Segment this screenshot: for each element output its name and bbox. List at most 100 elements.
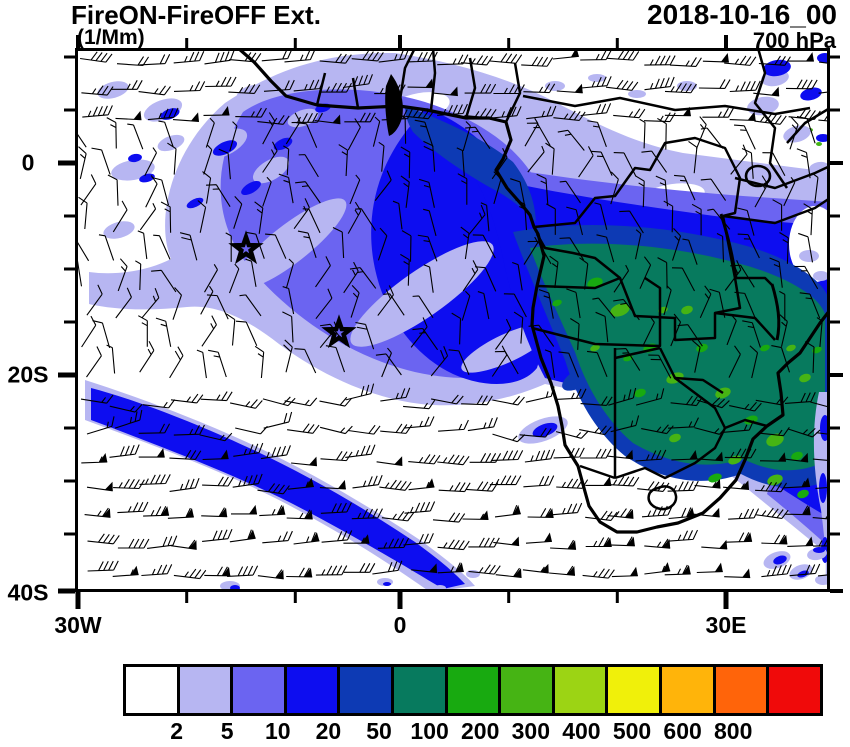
wind-barb: [754, 113, 787, 125]
wind-barb: [379, 479, 412, 491]
wind-barb: [468, 564, 501, 575]
wind-barb: [412, 295, 434, 318]
wind-barb: [430, 394, 464, 405]
wind-barb: [566, 288, 581, 319]
wind-barb: [418, 178, 435, 208]
wind-barb: [581, 76, 612, 89]
wind-barb: [372, 560, 403, 575]
wind-barb: [315, 565, 348, 576]
colorbar-label: 200: [461, 718, 500, 744]
wind-barb: [355, 321, 375, 350]
contour-region: [530, 243, 825, 471]
wind-barb: [566, 206, 584, 236]
wind-barb: [203, 144, 213, 175]
wind-barb: [239, 294, 262, 317]
colorbar-cell: [444, 664, 502, 716]
wind-barb: [80, 174, 97, 206]
wind-barb: [494, 350, 519, 375]
wind-barb: [355, 208, 376, 231]
wind-barb: [320, 450, 353, 462]
wind-barb: [769, 257, 783, 288]
figure-units: (1/Mm): [77, 26, 145, 49]
wind-barb: [761, 534, 788, 545]
wind-barb: [91, 147, 111, 175]
wind-barb: [403, 399, 436, 410]
wind-barb: [282, 311, 294, 343]
wind-barb: [406, 51, 438, 63]
wind-barb: [457, 173, 468, 205]
colorbar-cell: [605, 664, 662, 716]
wind-barb: [536, 173, 549, 205]
wind-barb: [231, 504, 257, 515]
wind-barb: [608, 536, 635, 547]
wind-barb: [286, 509, 313, 520]
wind-barb: [464, 83, 497, 94]
wind-barb: [551, 502, 583, 516]
colorbar-cell: [337, 664, 394, 716]
wind-barb: [594, 202, 608, 230]
wind-barb: [749, 345, 759, 379]
wind-barb: [657, 257, 668, 289]
wind-barb: [75, 125, 87, 148]
colorbar-label: 5: [220, 718, 234, 744]
wind-barb: [206, 294, 229, 320]
wind-barb: [700, 178, 727, 201]
wind-barb: [671, 450, 698, 461]
wind-barb: [553, 447, 585, 459]
wind-barb: [403, 416, 435, 429]
wind-barb: [173, 81, 206, 92]
wind-barb: [225, 232, 232, 262]
wind-barb: [153, 234, 171, 260]
wind-barb: [555, 430, 589, 439]
wind-barb: [285, 112, 301, 145]
wind-barb: [200, 391, 233, 402]
wind-barb: [408, 478, 435, 491]
colorbar-label: 100: [410, 718, 449, 744]
wind-barb: [86, 284, 103, 316]
contour-region: [813, 547, 825, 553]
wind-barb: [352, 474, 383, 489]
wind-barb: [557, 129, 585, 151]
contour-region: [545, 81, 565, 91]
contour-region: [634, 388, 646, 398]
wind-barb: [785, 79, 818, 90]
wind-barb: [682, 238, 698, 265]
wind-barb: [287, 477, 314, 490]
wind-barb: [784, 477, 811, 489]
wind-barb: [257, 483, 290, 495]
wind-barb: [550, 539, 577, 550]
wind-barb: [283, 339, 293, 373]
wind-barb: [643, 112, 676, 123]
wind-barb: [233, 196, 243, 229]
wind-barb: [545, 142, 555, 175]
wind-barb: [81, 85, 114, 96]
country-border: [736, 276, 774, 287]
contour-region: [681, 305, 693, 315]
wind-barb: [798, 232, 814, 263]
wind-barb: [84, 507, 111, 518]
contour-region: [588, 74, 606, 82]
wind-barb: [291, 456, 318, 467]
country-border: [734, 164, 830, 190]
wind-barb: [641, 505, 673, 518]
wind-barb: [343, 261, 359, 294]
map-panel: [75, 48, 830, 592]
wind-barb: [82, 105, 113, 118]
wind-barb: [694, 479, 721, 489]
contour-region: [91, 388, 465, 589]
wind-barb: [474, 266, 497, 292]
wind-barb: [204, 566, 231, 577]
wind-barb: [202, 449, 229, 461]
contour-region: [103, 221, 135, 239]
wind-barb: [265, 233, 287, 259]
contour-region: [816, 134, 830, 142]
wind-barb: [235, 107, 267, 118]
wind-barb: [205, 76, 237, 88]
wind-barb: [525, 532, 552, 544]
wind-barb: [282, 286, 295, 315]
country-border: [786, 106, 830, 144]
wind-barb: [527, 508, 554, 519]
wind-barb: [112, 565, 139, 577]
wind-barb: [160, 201, 172, 233]
wind-barb: [278, 173, 294, 204]
